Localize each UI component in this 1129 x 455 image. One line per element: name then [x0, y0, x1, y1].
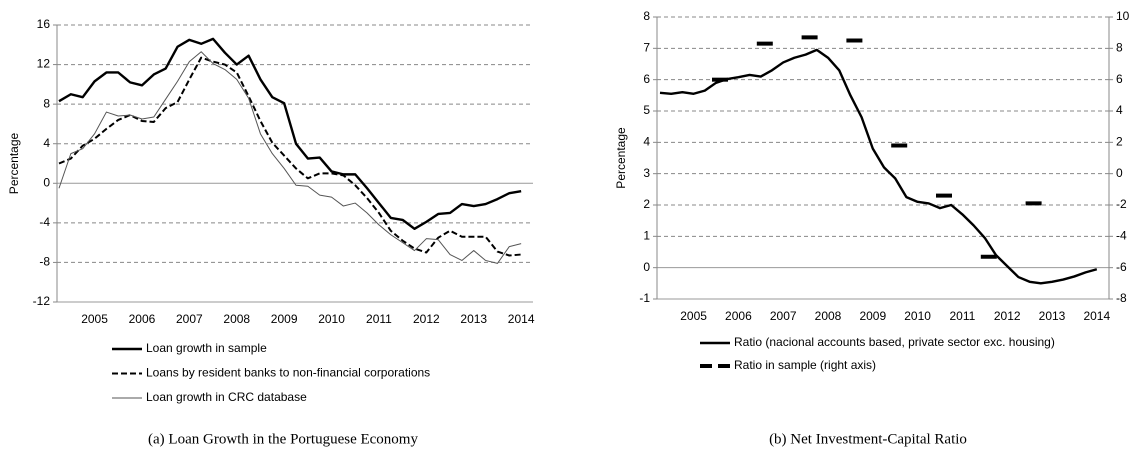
- x-tick-label: 2005: [680, 309, 707, 323]
- y2-tick-label: 0: [1116, 166, 1123, 180]
- x-tick-label: 2009: [859, 309, 886, 323]
- y-tick-label: 12: [37, 57, 51, 71]
- legend-label: Ratio (nacional accounts based, private …: [734, 335, 1055, 349]
- y-tick-label: 8: [43, 96, 50, 110]
- x-tick-label: 2011: [366, 312, 392, 326]
- x-tick-label: 2014: [1083, 309, 1110, 323]
- x-tick-label: 2012: [413, 312, 440, 326]
- y-tick-label: -8: [39, 255, 50, 269]
- y2-tick-label: 10: [1116, 9, 1129, 23]
- caption: (b) Net Investment-Capital Ratio: [769, 431, 967, 447]
- x-tick-label: 2010: [318, 312, 345, 326]
- y2-tick-label: 2: [1116, 135, 1123, 149]
- x-tick-label: 2013: [1039, 309, 1066, 323]
- legend-label: Ratio in sample (right axis): [734, 358, 876, 372]
- y2-tick-label: 8: [1116, 41, 1123, 55]
- x-tick-label: 2013: [460, 312, 487, 326]
- x-tick-label: 2007: [176, 312, 203, 326]
- y-tick-label: 4: [643, 135, 650, 149]
- y2-tick-label: 6: [1116, 72, 1123, 86]
- x-tick-label: 2011: [949, 309, 975, 323]
- y-axis-label: Percentage: [614, 127, 628, 189]
- series-line: [58, 37, 522, 230]
- y-tick-label: 0: [43, 175, 50, 189]
- legend-label: Loan growth in CRC database: [146, 390, 307, 404]
- x-tick-label: 2008: [223, 312, 250, 326]
- y2-tick-label: -4: [1116, 229, 1127, 243]
- series-line: [659, 48, 1098, 285]
- x-tick-label: 2010: [904, 309, 931, 323]
- y-tick-label: 6: [643, 72, 650, 86]
- x-tick-label: 2005: [81, 312, 108, 326]
- y-tick-label: 8: [643, 9, 650, 23]
- y-axis-label: Percentage: [7, 132, 21, 194]
- y-tick-label: 1: [643, 229, 650, 243]
- y-tick-label: 3: [643, 166, 650, 180]
- y-tick-label: -12: [33, 294, 51, 308]
- x-tick-label: 2009: [271, 312, 298, 326]
- y2-tick-label: 4: [1116, 103, 1123, 117]
- legend-label: Loan growth in sample: [146, 341, 267, 355]
- x-tick-label: 2007: [770, 309, 797, 323]
- series-line: [58, 56, 522, 257]
- y2-tick-label: -2: [1116, 197, 1127, 211]
- y2-tick-label: -6: [1116, 260, 1127, 274]
- y-tick-label: 0: [643, 260, 650, 274]
- x-tick-label: 2008: [815, 309, 842, 323]
- y2-tick-label: -8: [1116, 291, 1127, 305]
- x-tick-label: 2012: [994, 309, 1021, 323]
- y-tick-label: 4: [43, 136, 50, 150]
- series-line: [58, 51, 522, 264]
- x-tick-label: 2006: [725, 309, 752, 323]
- y-tick-label: 5: [643, 103, 650, 117]
- x-tick-label: 2006: [129, 312, 156, 326]
- y-tick-label: -4: [39, 215, 50, 229]
- y-tick-label: 2: [643, 197, 650, 211]
- x-tick-label: 2014: [508, 312, 535, 326]
- caption: (a) Loan Growth in the Portuguese Econom…: [148, 431, 418, 447]
- y-tick-label: -1: [639, 291, 650, 305]
- y-tick-label: 7: [643, 41, 650, 55]
- y-tick-label: 16: [37, 17, 51, 31]
- legend-label: Loans by resident banks to non-financial…: [146, 366, 430, 380]
